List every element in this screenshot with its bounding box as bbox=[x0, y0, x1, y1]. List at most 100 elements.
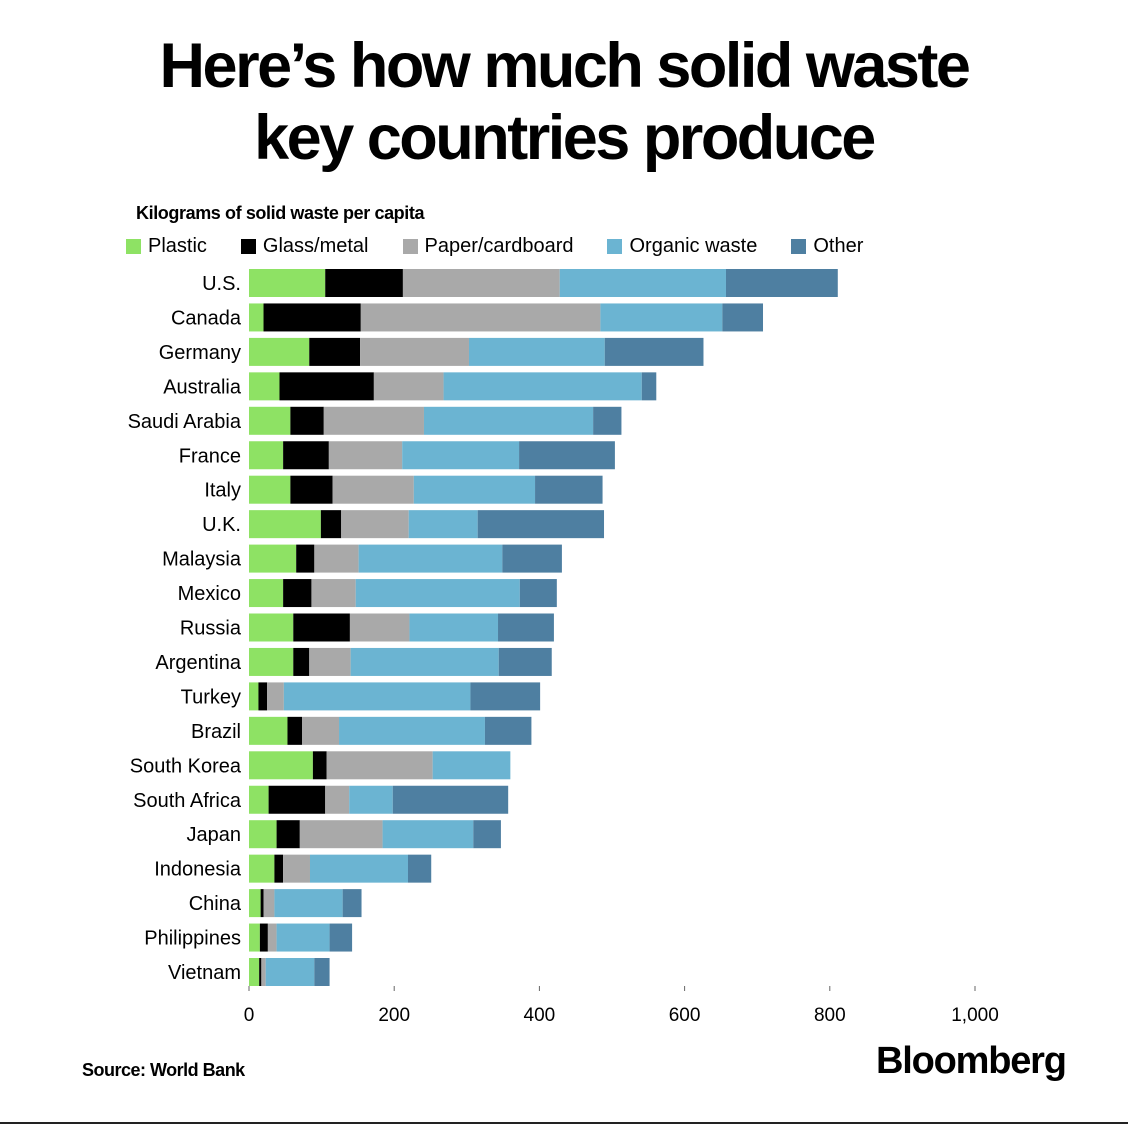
bar-segment-8-2 bbox=[314, 544, 359, 573]
bar-segment-17-4 bbox=[407, 854, 432, 883]
x-tick-label-4: 800 bbox=[814, 1005, 846, 1026]
legend-swatch-2 bbox=[402, 239, 418, 254]
bar-segment-17-3 bbox=[309, 854, 408, 883]
bar-segment-16-1 bbox=[276, 820, 300, 849]
legend-swatch-0 bbox=[126, 239, 141, 254]
category-label-4: Saudi Arabia bbox=[128, 411, 242, 433]
bar-segment-17-0 bbox=[249, 854, 275, 883]
bar-segment-18-4 bbox=[342, 889, 362, 918]
bar-segment-3-0 bbox=[249, 372, 280, 401]
bar-segment-19-4 bbox=[329, 923, 353, 952]
bar-segment-15-4 bbox=[392, 785, 509, 814]
bar-segment-5-1 bbox=[283, 441, 329, 470]
bar-segment-20-4 bbox=[314, 958, 330, 986]
category-label-20: Vietnam bbox=[168, 962, 241, 984]
bar-segment-10-1 bbox=[293, 613, 350, 642]
bar-segment-17-2 bbox=[283, 854, 310, 883]
bar-segment-10-0 bbox=[249, 613, 294, 642]
bar-segment-3-2 bbox=[373, 372, 444, 401]
bar-segment-19-0 bbox=[249, 923, 260, 952]
bar-segment-9-3 bbox=[355, 579, 520, 608]
legend-item-3: Organic waste bbox=[607, 235, 757, 258]
x-tick-label-5: 1,000 bbox=[951, 1005, 999, 1026]
category-label-12: Turkey bbox=[181, 686, 241, 708]
bar-segment-11-1 bbox=[293, 647, 310, 676]
category-label-18: China bbox=[189, 893, 242, 915]
bar-segment-16-3 bbox=[382, 820, 474, 849]
legend-label-1: Glass/metal bbox=[262, 235, 369, 257]
bar-segment-14-2 bbox=[326, 751, 433, 780]
legend-label-0: Plastic bbox=[148, 235, 207, 257]
bar-segment-18-0 bbox=[249, 889, 261, 918]
bar-segment-1-0 bbox=[249, 303, 264, 332]
category-label-17: Indonesia bbox=[154, 859, 242, 881]
bar-segment-14-1 bbox=[312, 751, 327, 780]
bar-segment-20-1 bbox=[259, 958, 262, 986]
bar-segment-7-4 bbox=[477, 510, 605, 539]
x-tick-label-3: 600 bbox=[669, 1005, 701, 1026]
bar-segment-8-3 bbox=[358, 544, 503, 573]
bar-segment-14-3 bbox=[432, 751, 511, 780]
category-label-9: Mexico bbox=[178, 583, 241, 605]
bar-segment-2-0 bbox=[249, 337, 310, 366]
bar-segment-5-0 bbox=[249, 441, 284, 470]
bar-segment-9-0 bbox=[249, 579, 284, 608]
bar-segment-10-3 bbox=[409, 613, 499, 642]
bar-segment-15-0 bbox=[249, 785, 269, 814]
category-label-5: France bbox=[179, 445, 241, 467]
category-label-0: U.S. bbox=[202, 273, 241, 295]
bar-segment-20-0 bbox=[249, 958, 260, 986]
bar-segment-13-2 bbox=[301, 716, 340, 745]
bar-segment-8-1 bbox=[296, 544, 315, 573]
brand-logo: Bloomberg bbox=[876, 1040, 1067, 1082]
category-label-16: Japan bbox=[187, 824, 242, 846]
bar-segment-2-1 bbox=[309, 337, 361, 366]
bar-segment-15-3 bbox=[349, 785, 393, 814]
bar-segment-0-2 bbox=[402, 269, 560, 297]
bar-segment-4-4 bbox=[593, 406, 622, 435]
x-tick-label-0: 0 bbox=[244, 1005, 255, 1026]
bar-segment-9-2 bbox=[311, 579, 356, 608]
chart-subtitle: Kilograms of solid waste per capita bbox=[136, 203, 425, 223]
bar-segment-6-3 bbox=[413, 475, 536, 504]
bar-segment-0-1 bbox=[325, 269, 403, 297]
bar-segment-7-2 bbox=[341, 510, 409, 539]
category-label-14: South Korea bbox=[130, 755, 242, 777]
x-tick-label-2: 400 bbox=[524, 1005, 556, 1026]
bottom-rule bbox=[0, 1122, 1128, 1124]
bar-segment-17-1 bbox=[274, 854, 284, 883]
bar-segment-1-4 bbox=[722, 303, 764, 332]
bar-segment-11-3 bbox=[350, 647, 499, 676]
legend-label-2: Paper/cardboard bbox=[424, 235, 574, 257]
bar-segment-1-3 bbox=[600, 303, 723, 332]
title-line-1: Here’s how much solid waste bbox=[159, 31, 971, 101]
bar-segment-10-4 bbox=[498, 613, 554, 642]
category-label-8: Malaysia bbox=[162, 549, 242, 571]
bar-segment-13-3 bbox=[339, 716, 485, 745]
x-tick-label-1: 200 bbox=[378, 1005, 410, 1026]
category-label-1: Canada bbox=[171, 307, 242, 329]
legend-label-3: Organic waste bbox=[629, 235, 758, 257]
bar-segment-1-1 bbox=[263, 303, 361, 332]
bar-segment-6-1 bbox=[290, 475, 333, 504]
bar-segment-18-1 bbox=[260, 889, 264, 918]
bar-segment-12-1 bbox=[258, 682, 268, 711]
bar-segment-3-1 bbox=[279, 372, 374, 401]
bar-segment-11-0 bbox=[249, 647, 294, 676]
bar-segment-4-2 bbox=[323, 406, 424, 435]
legend-swatch-4 bbox=[791, 239, 807, 254]
legend-item-2: Paper/cardboard bbox=[402, 235, 574, 258]
bar-segment-3-3 bbox=[443, 372, 642, 401]
bar-segment-0-0 bbox=[249, 269, 326, 297]
bar-segment-4-3 bbox=[423, 406, 594, 435]
category-label-11: Argentina bbox=[155, 652, 241, 674]
legend-swatch-3 bbox=[607, 239, 623, 254]
legend-label-4: Other bbox=[813, 235, 864, 257]
bar-segment-2-2 bbox=[360, 337, 469, 366]
bar-segment-15-2 bbox=[325, 785, 350, 814]
bar-segment-5-2 bbox=[328, 441, 403, 470]
bar-segment-19-2 bbox=[267, 923, 277, 952]
bar-segment-19-3 bbox=[276, 923, 330, 952]
bar-segment-16-4 bbox=[473, 820, 501, 849]
category-label-19: Philippines bbox=[144, 928, 241, 950]
